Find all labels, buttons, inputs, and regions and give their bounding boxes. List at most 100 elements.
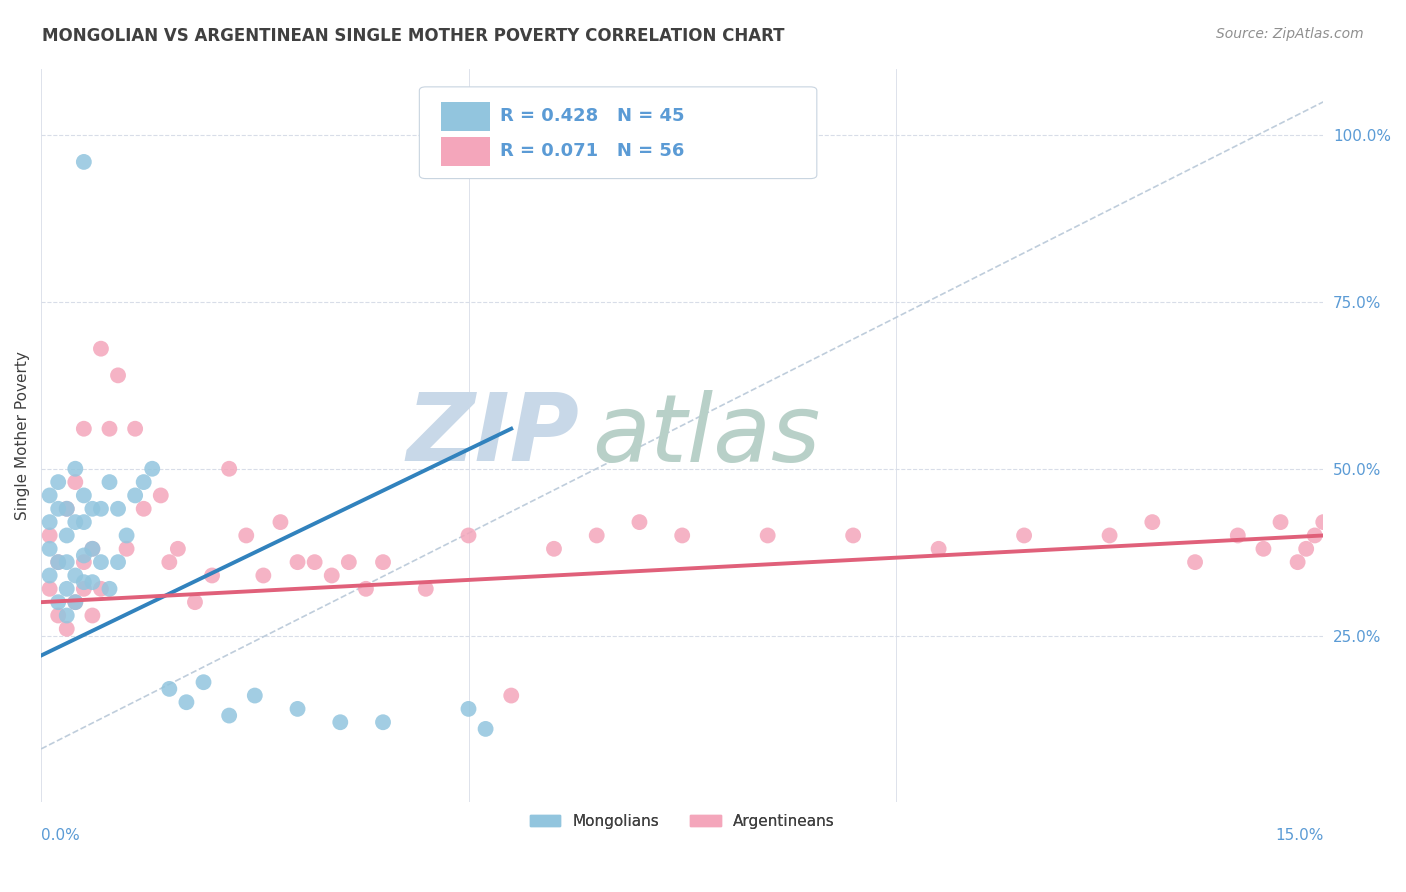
- Point: [457, 702, 479, 716]
- Point: [38, 582, 60, 596]
- Point: [107, 501, 129, 516]
- Point: [90, 342, 112, 356]
- Point: [176, 695, 198, 709]
- Point: [38, 568, 60, 582]
- Point: [321, 568, 343, 582]
- Point: [269, 515, 291, 529]
- Point: [1312, 515, 1334, 529]
- Point: [73, 549, 96, 563]
- Point: [149, 488, 172, 502]
- Point: [38, 541, 60, 556]
- Point: [157, 681, 180, 696]
- Text: atlas: atlas: [592, 390, 821, 481]
- Point: [628, 515, 651, 529]
- Point: [46, 608, 69, 623]
- Point: [38, 515, 60, 529]
- Point: [46, 555, 69, 569]
- Legend: Mongolians, Argentineans: Mongolians, Argentineans: [524, 808, 841, 835]
- Point: [73, 155, 96, 169]
- Point: [842, 528, 865, 542]
- Point: [90, 555, 112, 569]
- Point: [132, 501, 155, 516]
- Point: [98, 582, 121, 596]
- FancyBboxPatch shape: [419, 87, 817, 178]
- Point: [287, 555, 309, 569]
- Point: [73, 582, 96, 596]
- Point: [1303, 528, 1326, 542]
- Point: [90, 582, 112, 596]
- Text: 0.0%: 0.0%: [41, 828, 80, 843]
- Point: [474, 722, 496, 736]
- Point: [82, 575, 104, 590]
- Point: [415, 582, 437, 596]
- Point: [1295, 541, 1317, 556]
- Point: [98, 475, 121, 489]
- Point: [55, 608, 77, 623]
- Point: [371, 555, 394, 569]
- Text: ZIP: ZIP: [406, 390, 579, 482]
- Point: [55, 622, 77, 636]
- Point: [1142, 515, 1164, 529]
- FancyBboxPatch shape: [441, 102, 489, 131]
- Point: [82, 608, 104, 623]
- Point: [184, 595, 207, 609]
- Point: [38, 488, 60, 502]
- Point: [38, 528, 60, 542]
- Text: Source: ZipAtlas.com: Source: ZipAtlas.com: [1216, 27, 1364, 41]
- Text: 15.0%: 15.0%: [1275, 828, 1323, 843]
- Point: [1286, 555, 1309, 569]
- Text: R = 0.071   N = 56: R = 0.071 N = 56: [501, 143, 685, 161]
- Point: [756, 528, 779, 542]
- Point: [132, 475, 155, 489]
- Point: [55, 528, 77, 542]
- Point: [65, 462, 87, 476]
- Point: [1012, 528, 1035, 542]
- Point: [55, 501, 77, 516]
- Point: [65, 595, 87, 609]
- Point: [157, 555, 180, 569]
- FancyBboxPatch shape: [441, 136, 489, 166]
- Point: [46, 475, 69, 489]
- Point: [65, 475, 87, 489]
- Point: [73, 422, 96, 436]
- Text: MONGOLIAN VS ARGENTINEAN SINGLE MOTHER POVERTY CORRELATION CHART: MONGOLIAN VS ARGENTINEAN SINGLE MOTHER P…: [42, 27, 785, 45]
- Point: [55, 582, 77, 596]
- Point: [73, 555, 96, 569]
- Point: [671, 528, 693, 542]
- Point: [65, 515, 87, 529]
- Point: [65, 568, 87, 582]
- Point: [46, 501, 69, 516]
- Point: [337, 555, 360, 569]
- Point: [1184, 555, 1206, 569]
- Point: [457, 528, 479, 542]
- Point: [287, 702, 309, 716]
- Point: [543, 541, 565, 556]
- Point: [107, 555, 129, 569]
- Point: [124, 422, 146, 436]
- Point: [167, 541, 190, 556]
- Point: [243, 689, 266, 703]
- Point: [107, 368, 129, 383]
- Point: [1270, 515, 1292, 529]
- Point: [65, 595, 87, 609]
- Point: [329, 715, 352, 730]
- Point: [252, 568, 274, 582]
- Point: [46, 555, 69, 569]
- Point: [1226, 528, 1249, 542]
- Point: [46, 595, 69, 609]
- Text: R = 0.428   N = 45: R = 0.428 N = 45: [501, 107, 685, 125]
- Y-axis label: Single Mother Poverty: Single Mother Poverty: [15, 351, 30, 520]
- Point: [1098, 528, 1121, 542]
- Point: [928, 541, 950, 556]
- Point: [98, 422, 121, 436]
- Point: [1253, 541, 1275, 556]
- Point: [82, 541, 104, 556]
- Point: [201, 568, 224, 582]
- Point: [304, 555, 326, 569]
- Point: [73, 488, 96, 502]
- Point: [193, 675, 215, 690]
- Point: [115, 541, 138, 556]
- Point: [73, 515, 96, 529]
- Point: [371, 715, 394, 730]
- Point: [124, 488, 146, 502]
